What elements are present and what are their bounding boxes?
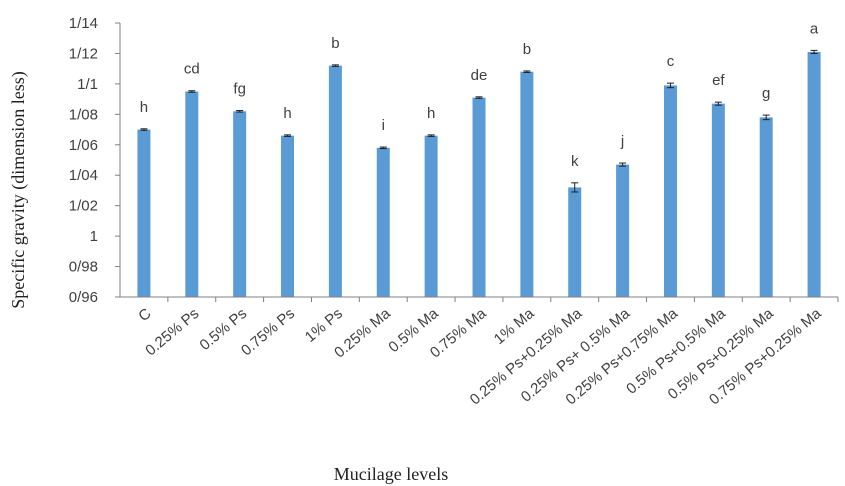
error-bar (619, 162, 627, 167)
bar (711, 103, 725, 297)
x-tick-label: 1% Ps (302, 305, 346, 346)
error-bar (140, 128, 148, 131)
y-tick-label: 1/12 (69, 45, 98, 62)
y-tick-label: 1/14 (69, 15, 98, 32)
x-tick-label: 0.25% Ps (142, 305, 202, 359)
bar (616, 164, 630, 297)
error-bar (714, 101, 722, 106)
significance-letter: h (427, 105, 435, 122)
error-bar (762, 114, 770, 121)
error-bar (331, 64, 339, 67)
bar (281, 135, 295, 297)
y-axis-ticks: 0/96 0/98 1 1/02 1/04 1/06 1/08 1/1 1/12 1/14 (69, 15, 120, 306)
significance-letter: g (762, 85, 770, 102)
significance-letter: h (283, 105, 291, 122)
y-tick-label: 1/04 (69, 167, 98, 184)
error-bar (810, 49, 818, 54)
significance-letter: de (471, 67, 488, 84)
bar (568, 187, 582, 297)
error-bar (236, 110, 244, 113)
x-tick-label: C (135, 305, 154, 325)
bar (663, 85, 677, 298)
bar (759, 117, 773, 297)
y-tick-label: 1/06 (69, 137, 98, 154)
x-axis-tick-labels: C0.25% Ps0.5% Ps0.75% Ps 1% Ps0.25% Ma0.5… (135, 297, 839, 408)
error-bar (427, 134, 435, 137)
bar (185, 91, 199, 297)
bar (424, 135, 438, 297)
error-bar (475, 96, 483, 99)
bar (807, 51, 821, 297)
significance-letter: h (140, 99, 148, 116)
bar (233, 111, 247, 298)
error-bar (284, 134, 292, 137)
y-tick-label: 1/1 (77, 76, 98, 93)
error-bars (140, 49, 818, 193)
y-tick-label: 0/96 (69, 289, 98, 306)
error-bar (571, 182, 579, 193)
x-tick-label: 0.75% Ps (238, 305, 298, 359)
significance-letter: j (620, 133, 624, 150)
bar (328, 65, 342, 297)
significance-letter: ef (712, 72, 725, 89)
y-axis-title: Specific gravity (dimension less) (8, 71, 29, 308)
x-axis-title: Mucilage levels (334, 464, 448, 484)
y-tick-label: 1/02 (69, 198, 98, 215)
significance-letter: cd (184, 61, 200, 78)
significance-letter: b (331, 35, 339, 52)
bars (137, 51, 821, 298)
y-tick-label: 0/98 (69, 259, 98, 276)
bar (376, 147, 390, 297)
bar (520, 71, 534, 297)
error-bar (379, 146, 387, 150)
significance-letter: i (382, 117, 385, 134)
significance-letter: c (667, 53, 675, 70)
error-bar (188, 90, 196, 93)
bar (472, 97, 486, 297)
significance-letter: a (810, 20, 819, 37)
significance-letters: h cd fg h b i h de b k j c ef g a (140, 20, 819, 169)
significance-letter: b (523, 41, 531, 58)
error-bar (523, 70, 531, 73)
y-tick-label: 1 (90, 228, 98, 245)
y-tick-label: 1/08 (69, 106, 98, 123)
significance-letter: fg (233, 81, 246, 98)
bar (137, 129, 151, 297)
significance-letter: k (571, 153, 579, 170)
error-bar (666, 82, 674, 89)
